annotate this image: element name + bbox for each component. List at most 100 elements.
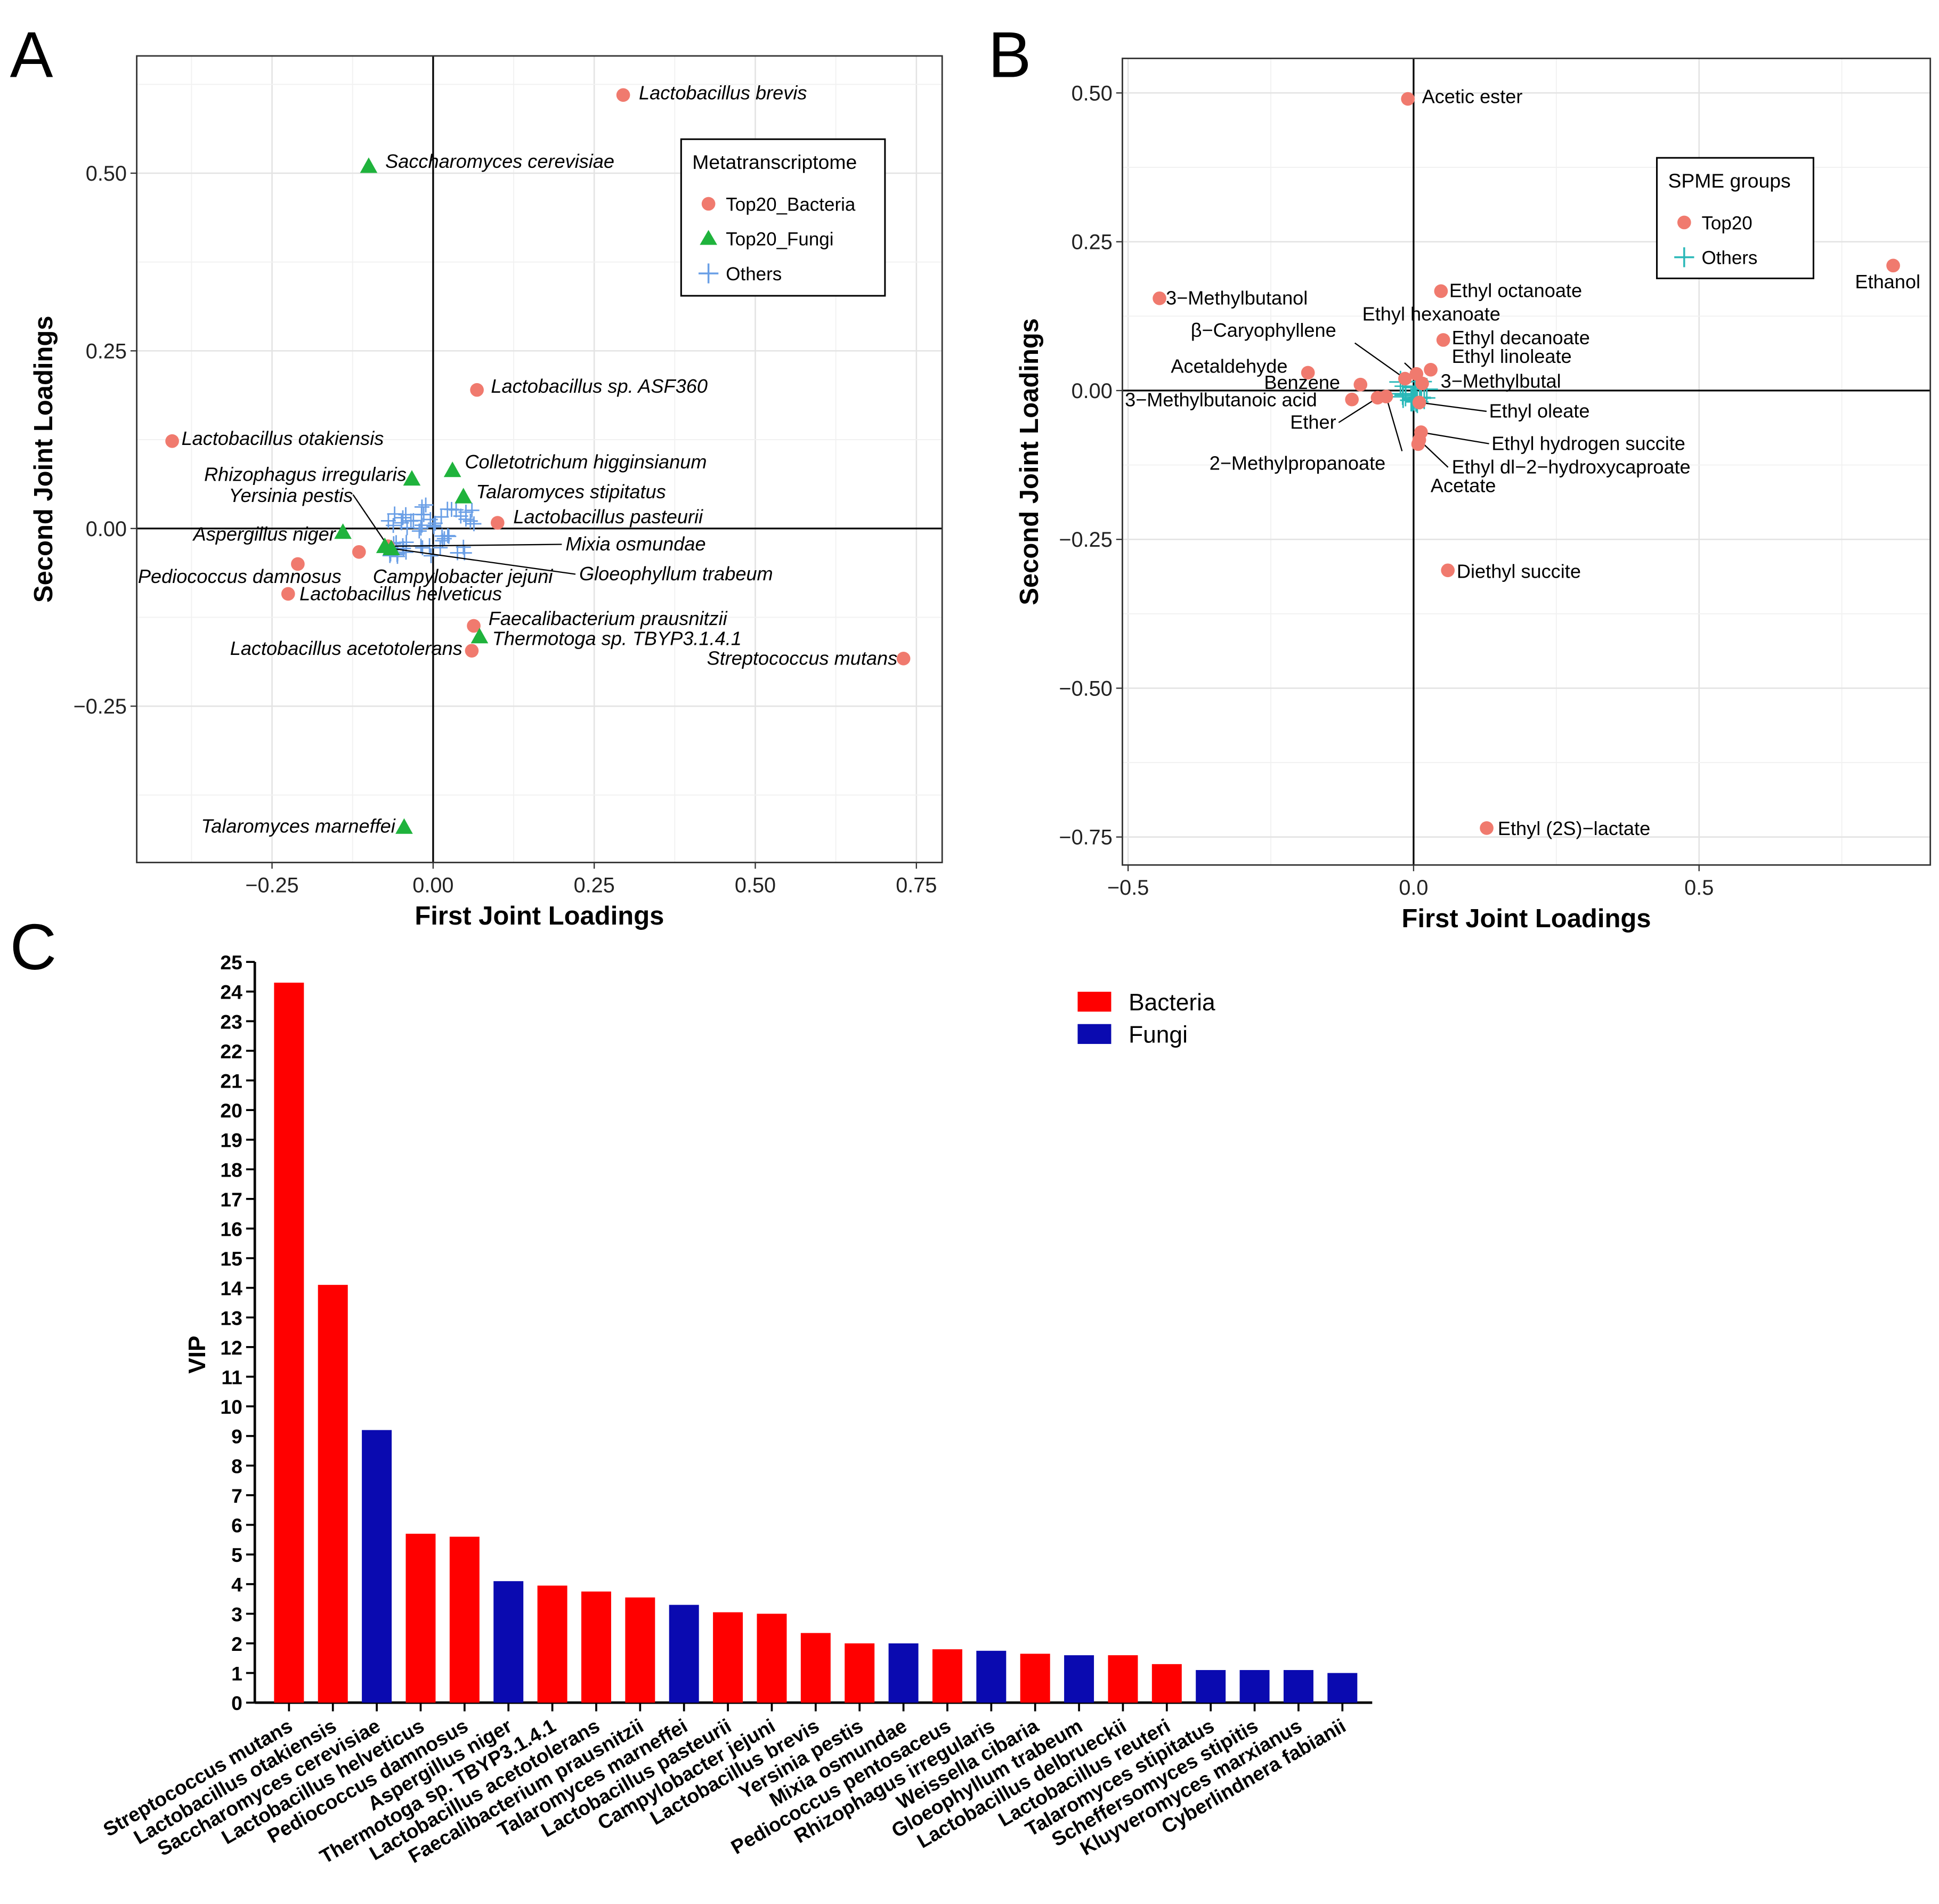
bar-cyberlindnera-fabianii bbox=[1327, 1673, 1358, 1703]
point-label-lactobacillus-sp-asf360: Lactobacillus sp. ASF360 bbox=[491, 375, 708, 397]
legend-marker-fungi bbox=[700, 230, 717, 245]
point-ethyl-oleate bbox=[1412, 395, 1426, 410]
c-y-tick-label: 0 bbox=[231, 1692, 242, 1714]
plot-frame bbox=[1122, 58, 1932, 866]
point-label-yersinia-pestis: Yersinia pestis bbox=[229, 484, 353, 506]
point-campylobacter-jejuni bbox=[352, 545, 366, 559]
point-label-3-methylbutanoic-acid: 3−Methylbutanoic acid bbox=[1125, 389, 1317, 411]
point-label-lactobacillus-brevis: Lactobacillus brevis bbox=[639, 82, 807, 104]
point-label-mixia-osmundae: Mixia osmundae bbox=[565, 533, 705, 555]
plot-frame bbox=[136, 55, 943, 863]
point-aspergillus-niger bbox=[334, 523, 352, 539]
point-lactobacillus-pasteurii bbox=[490, 516, 505, 530]
point-benzene bbox=[1353, 377, 1368, 392]
panel-b: B −0.5 0.0 0.5 −0.75 −0.50 −0.25 0.00 0.25 0.50 Fi… bbox=[988, 19, 1932, 933]
y-tick-label: −0.25 bbox=[1059, 528, 1112, 552]
y-tick-label: 0.50 bbox=[86, 162, 127, 185]
point-label-thermotoga-sp-tbyp3-1-4-1: Thermotoga sp. TBYP3.1.4.1 bbox=[492, 627, 742, 649]
bar-lactobacillus-pasteurii bbox=[713, 1612, 743, 1703]
point-gloeophyllum-trabeum bbox=[382, 539, 400, 555]
panel-letter-a: A bbox=[10, 19, 53, 91]
leader-line bbox=[1421, 431, 1489, 444]
point-lactobacillus-sp-asf360 bbox=[470, 383, 484, 397]
point-2-methylpropanoate bbox=[1379, 390, 1393, 403]
legend-entry-others: Others bbox=[1701, 248, 1757, 269]
c-y-tick-label: 24 bbox=[220, 981, 242, 1003]
c-y-tick-label: 16 bbox=[220, 1218, 242, 1241]
legend-entry-top20-fungi: Top20_Fungi bbox=[726, 229, 833, 250]
point-ethyl-octanoate bbox=[1434, 284, 1448, 298]
x-tick-label: 0.50 bbox=[735, 874, 776, 897]
bar-talaromyces-marneffei bbox=[669, 1605, 699, 1703]
point-acetic-ester bbox=[1401, 92, 1415, 106]
bar-lactobacillus-brevis bbox=[800, 1633, 831, 1703]
point-label-talaromyces-stipitatus: Talaromyces stipitatus bbox=[476, 481, 666, 503]
leader-line bbox=[385, 544, 562, 547]
bar-gloeophyllum-trabeum bbox=[1064, 1655, 1094, 1703]
legend-box bbox=[680, 138, 886, 297]
point-label-lactobacillus-pasteurii: Lactobacillus pasteurii bbox=[513, 506, 703, 528]
c-legend-swatch-fungi bbox=[1077, 1024, 1112, 1044]
point-label-acetic-ester: Acetic ester bbox=[1422, 86, 1523, 108]
c-y-tick-label: 5 bbox=[231, 1544, 242, 1566]
y-axis-title: Second Joint Loadings bbox=[29, 315, 58, 603]
leader-line bbox=[1385, 396, 1403, 451]
point-label-talaromyces-marneffei: Talaromyces marneffei bbox=[201, 815, 396, 837]
c-y-tick-label: 21 bbox=[220, 1070, 242, 1092]
x-axis-title: First Joint Loadings bbox=[415, 902, 664, 930]
c-y-tick-label: 23 bbox=[220, 1010, 242, 1033]
point-saccharomyces-cerevisiae bbox=[360, 157, 378, 173]
c-y-tick-label: 3 bbox=[231, 1603, 242, 1625]
point-label-lactobacillus-helveticus: Lactobacillus helveticus bbox=[299, 582, 502, 604]
y-tick-label: 0.25 bbox=[1072, 231, 1113, 254]
x-tick-label: −0.25 bbox=[245, 874, 298, 897]
point-label-acetate: Acetate bbox=[1431, 475, 1496, 497]
bar-mixia-osmundae bbox=[888, 1643, 919, 1703]
c-y-tick-label: 25 bbox=[220, 951, 242, 974]
y-tick-label: −0.25 bbox=[74, 695, 127, 718]
x-tick-label: 0.75 bbox=[896, 874, 937, 897]
point-label-ethyl-octanoate: Ethyl octanoate bbox=[1449, 279, 1582, 301]
x-tick-label: 0.5 bbox=[1684, 876, 1714, 900]
point-label-colletotrichum-higginsianum: Colletotrichum higginsianum bbox=[465, 451, 707, 473]
point-label-ethyl-oleate: Ethyl oleate bbox=[1489, 400, 1590, 422]
point-lactobacillus-acetotolerans bbox=[465, 644, 479, 658]
bar-weissella-cibaria bbox=[1020, 1654, 1050, 1703]
c-y-tick-label: 9 bbox=[231, 1425, 242, 1448]
bar-streptococcus-mutans bbox=[274, 983, 304, 1703]
bar-lactobacillus-acetotolerans bbox=[581, 1591, 611, 1703]
point-pediococcus-damnosus bbox=[291, 557, 305, 571]
c-y-tick-label: 20 bbox=[220, 1099, 242, 1122]
bar-lactobacillus-otakiensis bbox=[318, 1285, 348, 1703]
point-label-2-methylpropanoate: 2−Methylpropanoate bbox=[1210, 452, 1386, 474]
legend-entry-top20-bacteria: Top20_Bacteria bbox=[726, 194, 856, 215]
bar-faecalibacterium-prausnitzii bbox=[625, 1597, 655, 1703]
point-label-streptococcus-mutans: Streptococcus mutans bbox=[707, 647, 898, 669]
y-tick-label: −0.75 bbox=[1059, 826, 1112, 849]
point-lactobacillus-brevis bbox=[616, 88, 630, 102]
panel-letter-c: C bbox=[10, 911, 57, 983]
point-label-ethyl-2s-lactate: Ethyl (2S)−lactate bbox=[1498, 817, 1650, 839]
bar-yersinia-pestis bbox=[845, 1643, 875, 1703]
point-lactobacillus-otakiensis bbox=[165, 434, 179, 448]
c-y-tick-label: 11 bbox=[221, 1366, 242, 1389]
point-ethyl-decanoate bbox=[1436, 333, 1450, 347]
c-y-tick-label: 19 bbox=[220, 1129, 242, 1152]
panel-letter-b: B bbox=[988, 19, 1031, 91]
point-label-aspergillus-niger: Aspergillus niger bbox=[192, 523, 337, 545]
c-y-tick-label: 15 bbox=[220, 1247, 242, 1270]
point-label-lactobacillus-acetotolerans: Lactobacillus acetotolerans bbox=[230, 637, 463, 659]
c-y-tick-label: 17 bbox=[220, 1188, 242, 1211]
point-colletotrichum-higginsianum bbox=[443, 461, 461, 477]
c-y-tick-label: 10 bbox=[220, 1396, 242, 1418]
bar-lactobacillus-helveticus bbox=[405, 1534, 436, 1703]
leader-line bbox=[1338, 397, 1378, 423]
c-y-axis-title: VIP bbox=[184, 1335, 210, 1373]
c-legend-label-fungi: Fungi bbox=[1129, 1022, 1188, 1048]
c-y-tick-label: 14 bbox=[220, 1277, 242, 1300]
point-acetate bbox=[1411, 437, 1425, 451]
legend-marker-top20-bacteria bbox=[701, 197, 716, 211]
point-label-faecalibacterium-prausnitzii: Faecalibacterium prausnitzii bbox=[489, 607, 728, 629]
point-label-ethyl-dl-2-hydroxycaproate: Ethyl dl−2−hydroxycaproate bbox=[1452, 456, 1691, 478]
